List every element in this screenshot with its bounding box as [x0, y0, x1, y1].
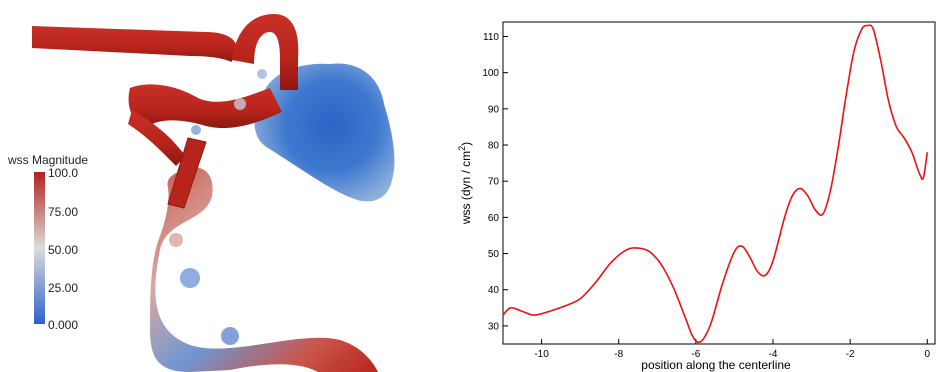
y-tick-label: 90 — [488, 104, 500, 115]
colorbar-label: 0.000 — [48, 318, 78, 332]
y-tick-label: 70 — [488, 177, 500, 188]
x-axis-ticks: -10 -8 -6 -4 -2 0 — [534, 339, 930, 360]
y-tick-label: 30 — [488, 321, 500, 332]
y-axis-ticks: 30 40 50 60 70 80 90 100 110 — [482, 32, 508, 332]
y-tick-label: 80 — [488, 141, 500, 152]
arch-vessel — [232, 14, 298, 90]
x-tick-label: -8 — [614, 349, 623, 360]
colorbar-gradient — [34, 172, 45, 324]
y-tick-label: 50 — [488, 249, 500, 260]
vessel-rendering — [32, 14, 394, 372]
colorbar-label: 50.00 — [48, 243, 78, 257]
y-axis-label: wss (dyn / cm2) — [457, 142, 473, 225]
y-tick-label: 60 — [488, 213, 500, 224]
y-tick-label: 110 — [483, 32, 499, 43]
y-tick-label: 100 — [482, 68, 499, 79]
colorbar-label: 25.00 — [48, 281, 78, 295]
aneurysm-sac — [254, 63, 394, 201]
x-axis-label: position along the centerline — [641, 358, 791, 372]
x-tick-label: -10 — [534, 349, 549, 360]
colorbar-title: wss Magnitude — [7, 153, 88, 167]
x-tick-label: -2 — [846, 349, 855, 360]
colorbar-label: 75.00 — [48, 205, 78, 219]
top-vessel — [32, 26, 236, 62]
series-line — [503, 25, 927, 342]
colorbar-label: 100.0 — [48, 166, 78, 180]
y-tick-label: 40 — [488, 285, 500, 296]
colorbar: wss Magnitude 100.0 75.00 50.00 25.00 0.… — [7, 153, 88, 332]
x-tick-label: 0 — [925, 349, 931, 360]
